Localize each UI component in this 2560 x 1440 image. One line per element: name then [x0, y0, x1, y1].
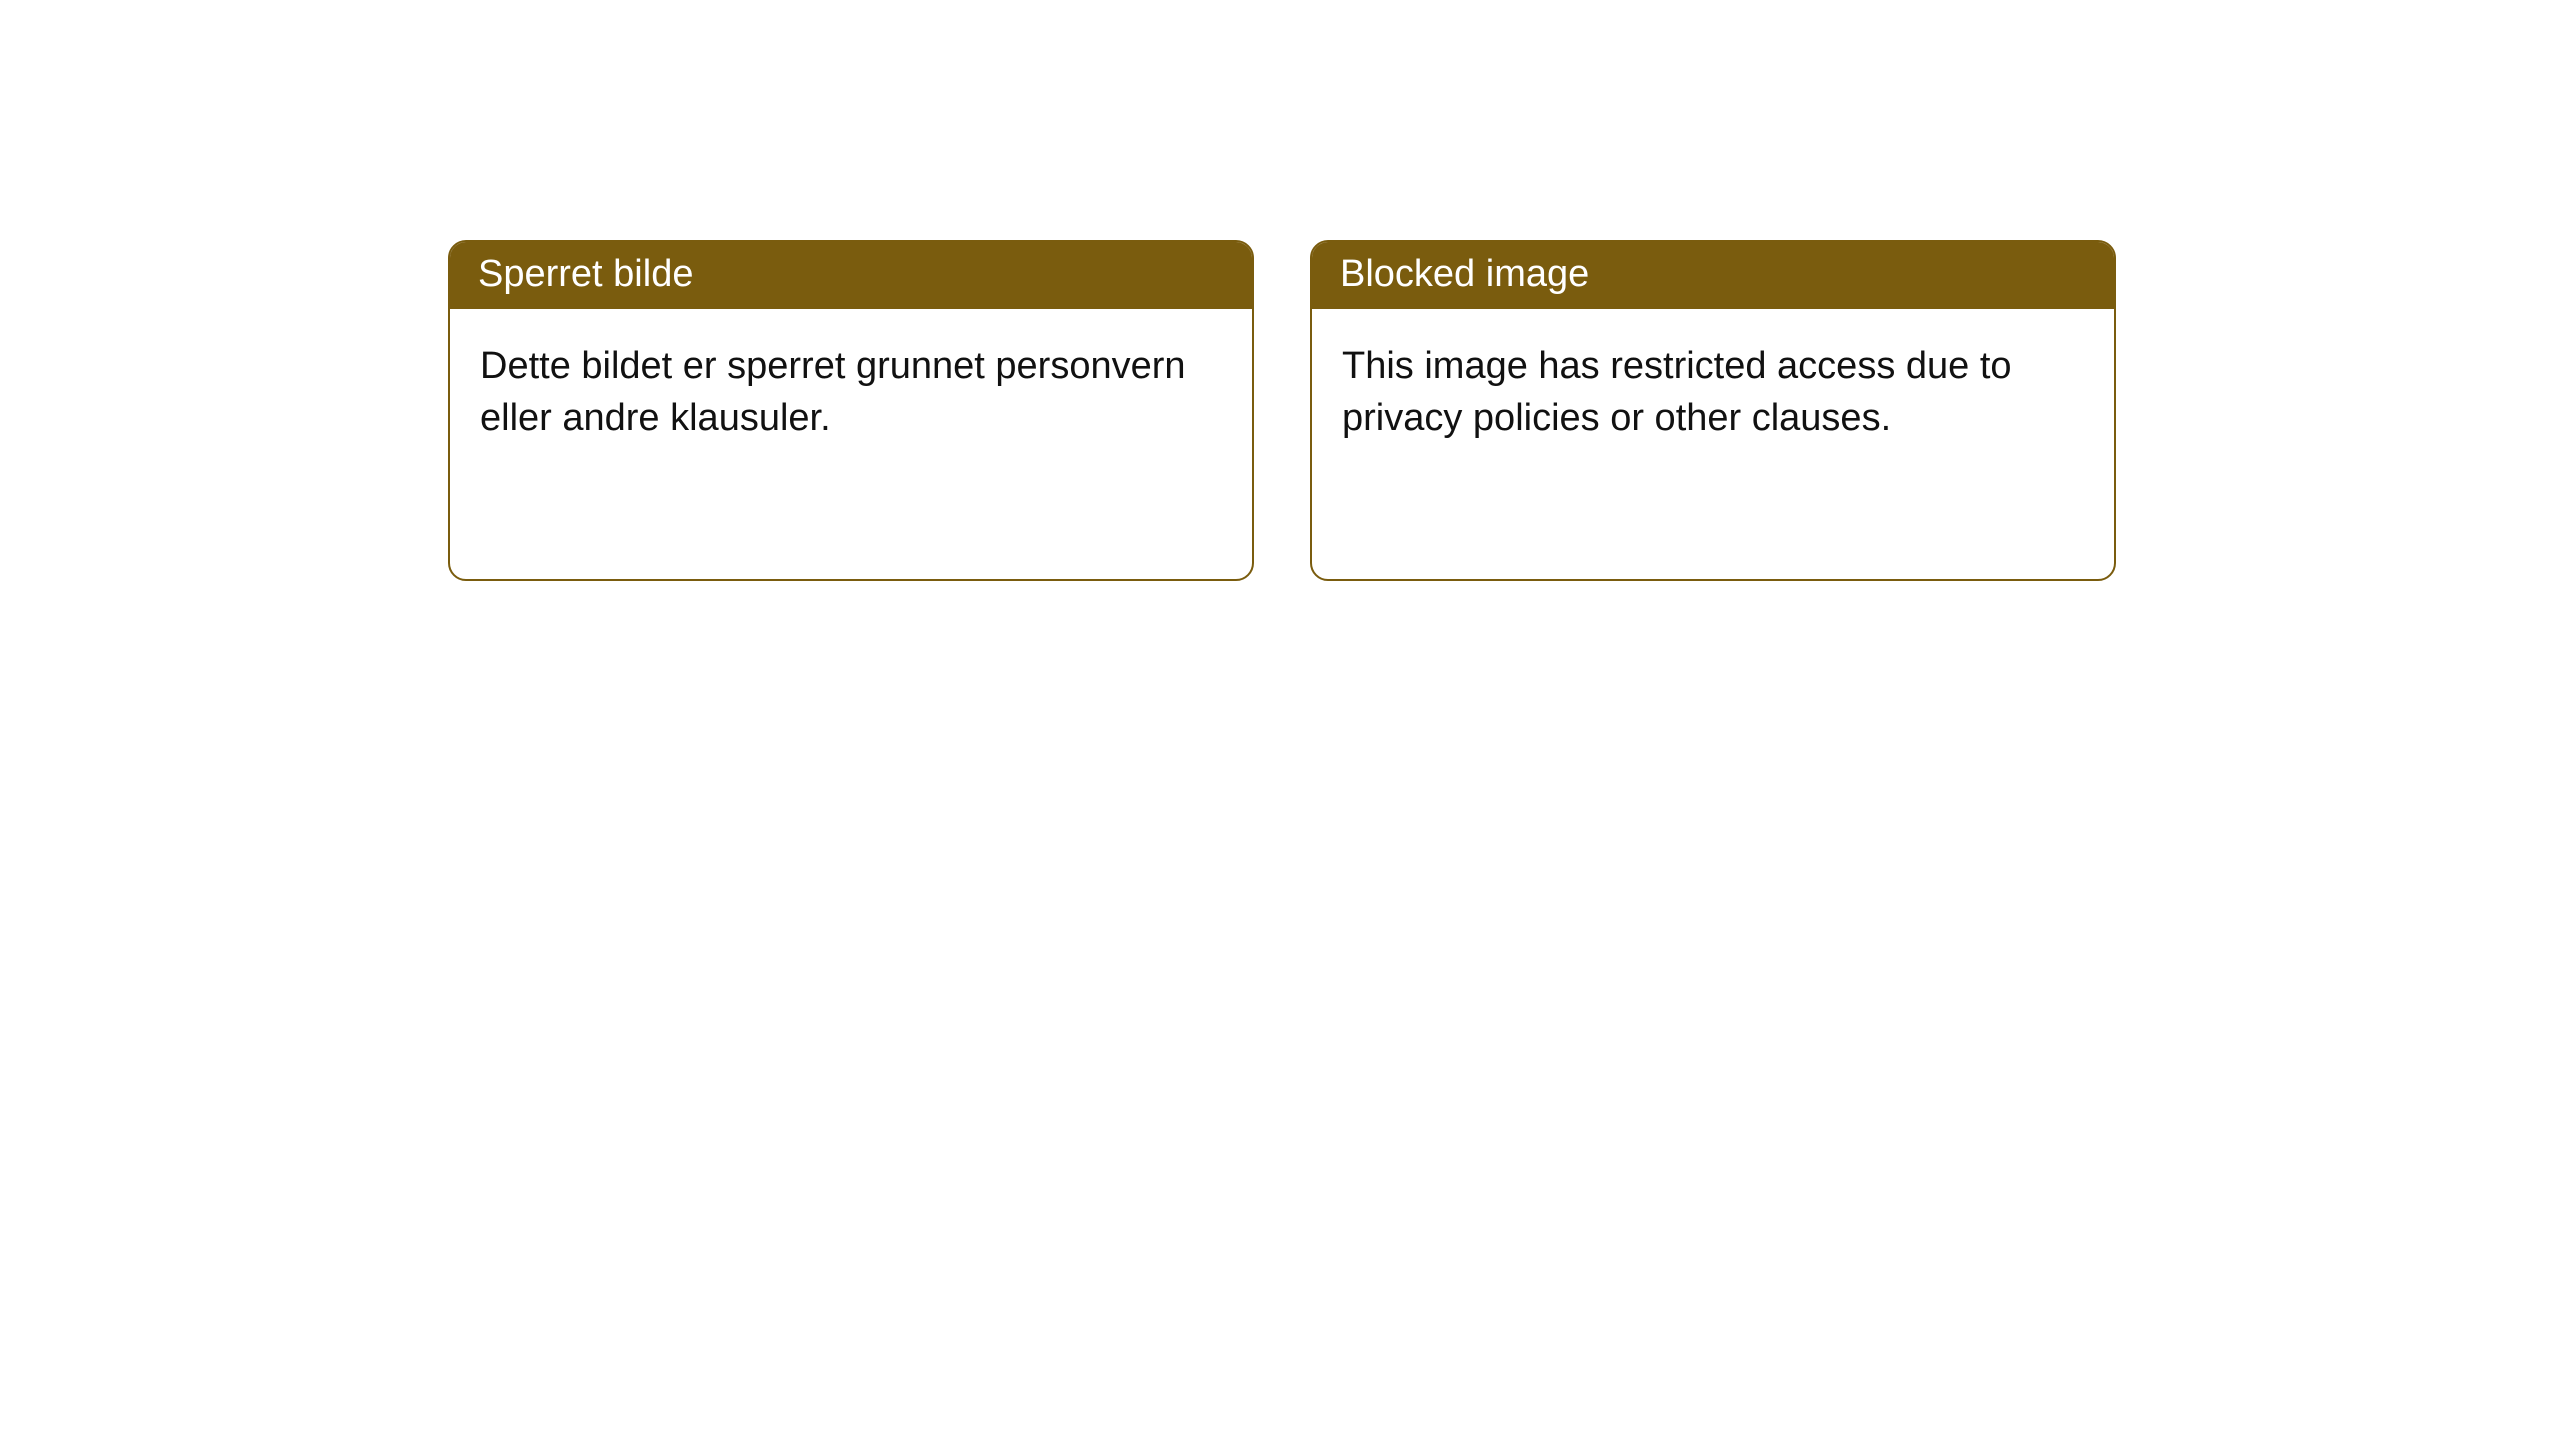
- notice-card-norwegian: Sperret bilde Dette bildet er sperret gr…: [448, 240, 1254, 581]
- notice-body-text: This image has restricted access due to …: [1312, 309, 2114, 579]
- notice-title: Sperret bilde: [450, 242, 1252, 309]
- notice-title: Blocked image: [1312, 242, 2114, 309]
- notice-cards-container: Sperret bilde Dette bildet er sperret gr…: [0, 0, 2560, 581]
- notice-body-text: Dette bildet er sperret grunnet personve…: [450, 309, 1252, 579]
- notice-card-english: Blocked image This image has restricted …: [1310, 240, 2116, 581]
